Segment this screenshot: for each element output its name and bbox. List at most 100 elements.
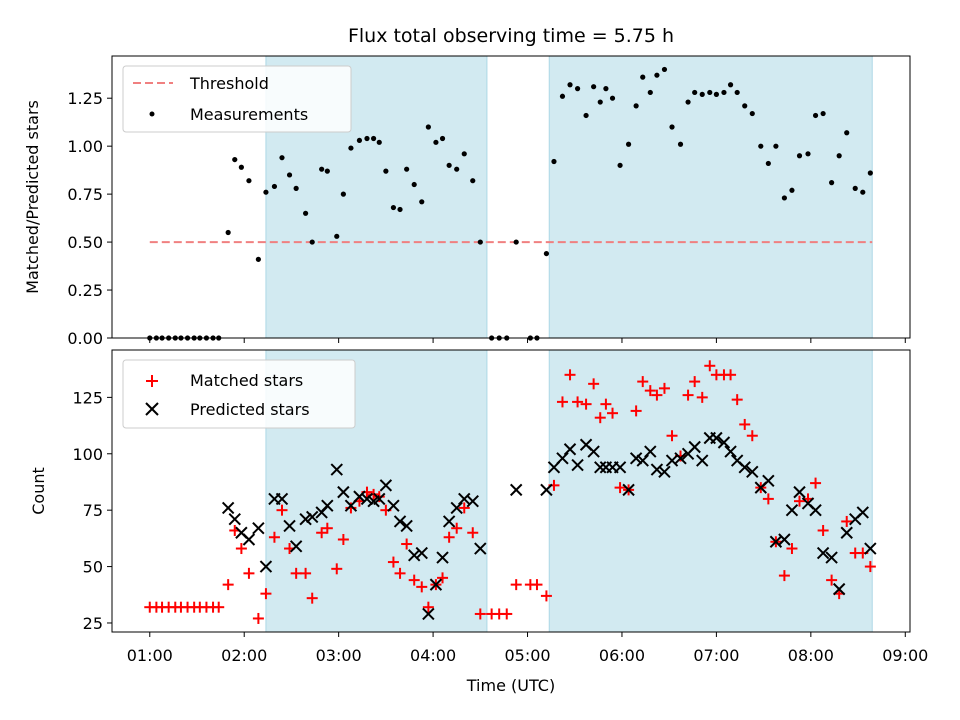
legend-predicted-swatch (145, 402, 159, 416)
predicted-star-point (379, 479, 393, 492)
bottom-panel: 25 50 75 100 125 01:00 02:00 03:00 04:00 05:00 06… (29, 349, 928, 695)
measurement-point (470, 178, 476, 184)
predicted-star-point (283, 519, 296, 533)
predicted-star-point (629, 452, 643, 465)
measurement-point (232, 156, 238, 163)
matched-star-point (637, 376, 649, 388)
measurement-point (844, 130, 850, 136)
measurement-point (334, 233, 340, 239)
measurement-point (603, 86, 609, 92)
x-stroke-b (688, 440, 701, 454)
x-stroke-b (785, 503, 799, 517)
matched-star-point (786, 543, 798, 555)
bottom-axes-frame (111, 349, 911, 633)
measurement-point (404, 166, 410, 172)
matched-star-point (290, 567, 302, 579)
x-stroke-b (221, 501, 235, 515)
matched-star-point (841, 515, 853, 527)
top-plot-area (147, 66, 873, 341)
predicted-star-point (746, 465, 759, 479)
measurement-point (293, 185, 299, 191)
y-tick-label: 125 (72, 388, 103, 407)
x-stroke-b (252, 522, 265, 535)
y-tick-label: 50 (83, 558, 103, 577)
matched-star-point (658, 382, 670, 394)
top-y-axis: 0.00 0.25 0.50 0.75 1.00 1.25 (67, 89, 112, 348)
x-stroke-b (306, 510, 319, 524)
y-tick-label: 100 (72, 445, 103, 464)
matched-star-point (331, 563, 343, 575)
measurement-point (640, 74, 646, 80)
measurement-point (591, 84, 597, 90)
predicted-star-point (864, 542, 877, 555)
measurement-point (461, 151, 467, 157)
x-stroke-b (556, 452, 569, 465)
predicted-star-point (650, 463, 664, 476)
matched-star-point (268, 531, 280, 543)
predicted-star-point (221, 501, 235, 515)
predicted-star-point (252, 522, 265, 535)
measurement-point (567, 82, 573, 88)
x-stroke-b (746, 465, 759, 479)
measurement-point (765, 160, 771, 167)
matched-star-point (564, 369, 576, 381)
predicted-star-point (710, 431, 723, 445)
x-stroke-b (579, 438, 593, 451)
measurement-point (789, 187, 795, 193)
matched-star-point (213, 601, 225, 613)
bottom-x-axis-label: Time (UTC) (466, 676, 555, 695)
top-shaded-regions (265, 55, 873, 339)
x-stroke-b (289, 540, 303, 553)
x-stroke-b (738, 461, 751, 474)
predicted-star-point (571, 458, 584, 472)
measurement-point (419, 199, 425, 205)
x-stroke-b (429, 578, 443, 591)
measurement-point (820, 110, 826, 117)
x-stroke-b (644, 445, 657, 458)
matched-star-point (243, 567, 255, 579)
measurement-point (551, 158, 557, 165)
measurement-point (364, 135, 370, 142)
matched-star-point (316, 527, 328, 539)
y-tick-label: 1.25 (67, 89, 103, 108)
legend-measurements-label: Measurements (190, 105, 308, 124)
predicted-star-point (778, 533, 791, 546)
top-y-axis-label: Matched/Predicted stars (23, 100, 42, 294)
predicted-star-point (825, 551, 838, 564)
x-stroke-b (436, 551, 449, 564)
matched-star-point (731, 394, 743, 406)
predicted-star-point (387, 499, 400, 512)
predicted-star-point (321, 499, 334, 512)
matched-star-point (630, 405, 642, 417)
measurement-point (867, 170, 873, 176)
matched-star-point (794, 495, 806, 507)
matched-star-point (252, 612, 264, 624)
predicted-star-point (407, 549, 421, 562)
bottom-shaded-regions (265, 349, 873, 633)
top-panel: 0.00 0.25 0.50 0.75 1.00 1.25 Matched/Predict… (23, 55, 911, 348)
shaded-interval (548, 55, 873, 339)
matched-star-point (401, 538, 413, 550)
matched-star-point (235, 543, 247, 555)
x-tick-label: 03:00 (316, 646, 362, 665)
x-stroke-b (629, 452, 643, 465)
x-stroke-b (275, 492, 289, 506)
measurement-point (302, 210, 309, 216)
x-stroke-b (674, 452, 687, 465)
predicted-star-point (856, 506, 869, 519)
measurement-point (781, 195, 787, 201)
predicted-star-point (373, 492, 386, 506)
x-tick-label: 09:00 (882, 646, 928, 665)
y-tick-label: 25 (83, 614, 103, 633)
measurement-point (836, 153, 842, 159)
x-stroke-b (540, 483, 553, 497)
measurement-point (707, 89, 713, 96)
matched-star-point (467, 527, 479, 539)
x-stroke-b (696, 454, 709, 467)
measurement-point (829, 180, 835, 186)
measurement-point (727, 82, 734, 88)
matched-star-point (540, 590, 552, 602)
matched-star-point (443, 531, 455, 543)
matched-star-point (826, 574, 838, 586)
x-stroke-b (337, 485, 350, 499)
